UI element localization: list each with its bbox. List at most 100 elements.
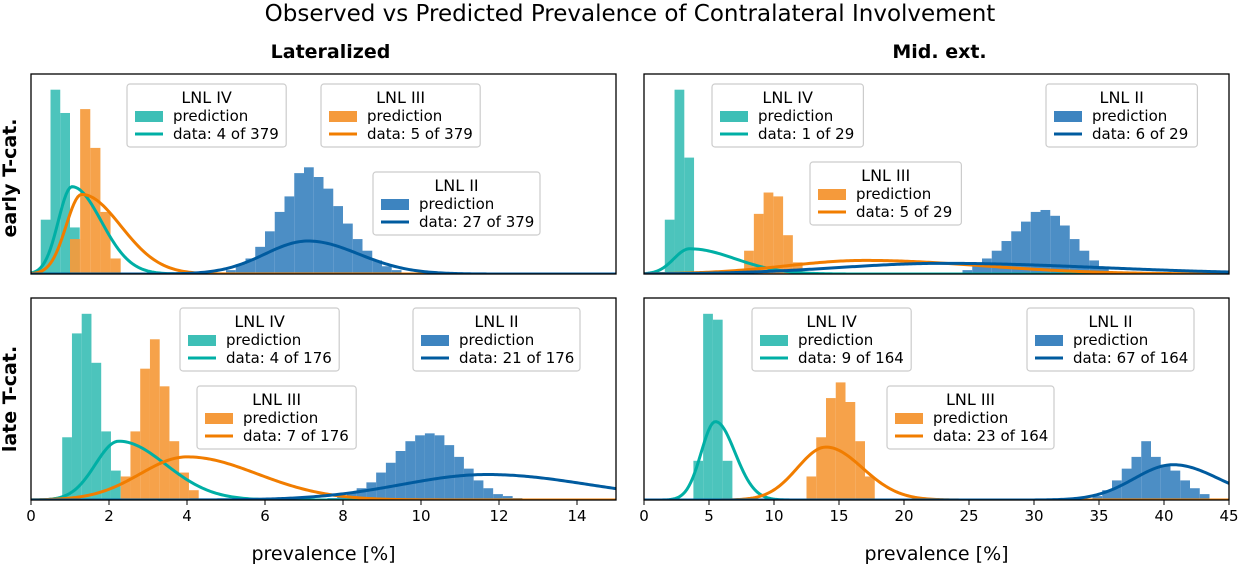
legend-data: data: 23 of 164 [933,427,1048,445]
hist-bar-lnl-iii [110,258,121,274]
legend-title: LNL IV [762,88,813,107]
hist-bar-lnl-ii [962,270,973,274]
hist-bar-lnl-ii [274,211,285,274]
hist-bar-lnl-ii [1050,215,1060,274]
legend-data: data: 5 of 29 [856,203,952,221]
hist-bar-lnl-iv [722,460,733,500]
legend-data: data: 5 of 379 [367,125,473,143]
x-tick-label: 45 [1219,507,1238,525]
legend-title: LNL II [434,176,478,195]
hist-bar-lnl-iii [773,196,784,274]
hist-bar-lnl-ii [323,188,334,274]
hist-bar-lnl-ii [235,264,246,274]
x-tick-label: 8 [338,507,348,525]
hist-bar-lnl-iii [865,476,875,500]
legend-prediction: prediction [1092,107,1167,125]
legend-data: data: 6 of 29 [1092,125,1188,143]
curve-lnl-iv [644,420,1229,500]
hist-bar-lnl-ii [424,433,435,500]
hist-bar-lnl-iii [100,211,111,274]
legend-swatch-hist [421,335,449,346]
x-tick-label: 0 [26,507,36,525]
legend-title: LNL III [861,166,910,185]
legend-prediction: prediction [933,409,1008,427]
hist-bar-lnl-ii [333,206,343,274]
hist-bar-lnl-ii [395,451,406,500]
legend-prediction: prediction [173,107,248,125]
hist-bar-lnl-ii [1001,241,1012,274]
hist-bar-lnl-iv [684,157,695,274]
column-title: Mid. ext. [892,41,986,63]
hist-bar-lnl-ii [1021,221,1031,274]
legend-prediction: prediction [1073,331,1148,349]
curve-lnl-ii [644,463,1229,500]
hist-bar-lnl-iii [783,235,793,274]
hist-bar-lnl-iv [50,89,61,274]
hist-bar-lnl-ii [991,250,1002,274]
legend-swatch-hist [760,335,788,346]
axes-frame [30,297,617,501]
legend-title: LNL III [376,88,425,107]
hist-bar-lnl-ii [444,445,455,500]
hist-bar-lnl-iii [806,476,817,500]
curve-lnl-iv [31,185,616,274]
hist-bar-lnl-ii [391,270,402,274]
hist-bar-lnl-iii [179,472,189,500]
hist-bar-lnl-ii [473,480,484,500]
legend-swatch-hist [720,111,748,122]
curve-lnl-iv [31,439,616,500]
hist-bar-lnl-ii [1151,456,1161,500]
hist-bar-lnl-iii [70,239,81,274]
figure-title: Observed vs Predicted Prevalence of Cont… [265,1,996,27]
x-tick-label: 35 [1089,507,1108,525]
legend-prediction: prediction [226,331,301,349]
axes-frame [643,73,1230,275]
hist-bar-lnl-iv [91,362,102,500]
hist-bar-lnl-iii [140,368,150,500]
hist-bar-lnl-ii [463,468,474,500]
x-tick-label: 30 [1024,507,1043,525]
hist-bar-lnl-iv [81,313,92,500]
column-title: Lateralized [271,41,391,63]
curve-lnl-iv [644,247,1229,274]
legend-data: data: 27 of 379 [419,213,534,231]
hist-bar-lnl-iii [149,339,160,500]
axes-frame [30,73,617,275]
hist-bar-lnl-ii [1092,496,1103,500]
hist-bar-lnl-ii [1079,250,1090,274]
hist-bar-lnl-iii [188,490,199,500]
legend-swatch-hist [205,413,233,424]
hist-bar-lnl-ii [1170,470,1181,500]
hist-bar-lnl-iv [40,219,51,274]
x-axis-label: prevalence [%] [864,543,1008,565]
x-tick-label: 6 [260,507,270,525]
legend-title: LNL IV [234,312,285,331]
hist-bar-lnl-iii [845,402,856,500]
curve-lnl-iii [31,192,616,274]
hist-bar-lnl-ii [356,488,367,500]
hist-bar-lnl-ii [1011,231,1021,274]
hist-bar-lnl-iv [664,219,675,274]
hist-bar-lnl-ii [294,173,304,274]
hist-bar-lnl-ii [1190,488,1200,500]
x-tick-label: 14 [567,507,586,525]
x-tick-label: 25 [959,507,978,525]
legend-title: LNL IV [181,88,232,107]
hist-bar-lnl-iv [62,437,72,500]
hist-bar-lnl-ii [483,488,494,500]
hist-bar-lnl-iv [101,431,111,500]
hist-bar-lnl-iii [80,109,91,274]
legend-swatch-hist [895,413,923,424]
legend-title: LNL II [1100,88,1144,107]
hist-bar-lnl-ii [337,496,347,500]
hist-bar-lnl-iv [703,313,713,500]
legend-title: LNL III [946,390,995,409]
panel-2: 0 2 4 6 8 10 12 14 prevalence [%] late T-cat. LNL … [0,297,617,565]
hist-bar-lnl-ii [1160,464,1171,500]
hist-bar-lnl-ii [1060,225,1070,274]
hist-bar-lnl-iii [130,431,141,500]
hist-bar-lnl-ii [1069,239,1080,274]
